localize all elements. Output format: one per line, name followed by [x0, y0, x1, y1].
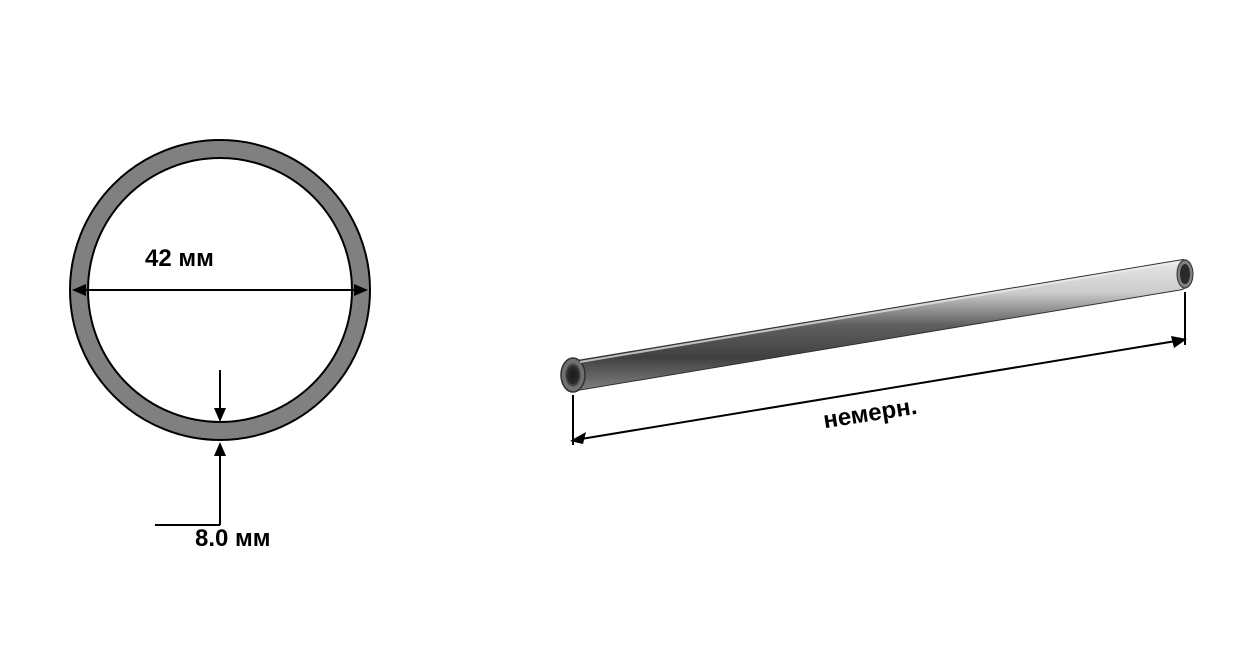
pipe-specification-diagram: 42 мм 8.0 мм	[0, 0, 1240, 660]
pipe-3d-svg	[550, 200, 1230, 480]
pipe-3d-view	[550, 200, 1230, 485]
cross-section-svg	[60, 130, 400, 570]
diameter-label: 42 мм	[145, 245, 214, 273]
thickness-label: 8.0 мм	[195, 525, 271, 553]
cross-section-view	[60, 130, 400, 575]
